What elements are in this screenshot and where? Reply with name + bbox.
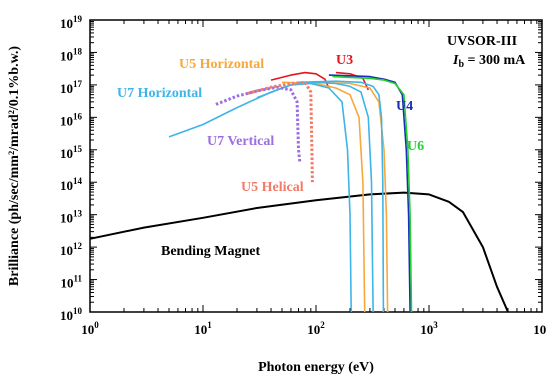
y-tick-label: 1016 [60, 111, 83, 128]
curve-labels: U5 Horizontal U3 U7 Horizontal U4 U7 Vertica… [117, 53, 424, 259]
curve-label-bending-magnet: Bending Magnet [161, 244, 261, 259]
series-line-u5-horizontal [315, 81, 389, 313]
series-line-bending-magnet [89, 191, 509, 313]
series-line-u7-vertical [215, 85, 302, 163]
x-tick-label: 103 [420, 320, 438, 337]
x-tick-label: 100 [81, 320, 99, 337]
curve-label-u7-horizontal: U7 Horizontal [117, 86, 202, 101]
curve-label-u6: U6 [407, 139, 424, 154]
y-tick-label: 1015 [60, 144, 83, 161]
y-tick-label: 1018 [60, 46, 83, 63]
y-tick-label: 1014 [60, 176, 83, 193]
y-tick-label: 1019 [60, 14, 83, 31]
beam-current-value: = 300 mA [464, 53, 526, 68]
beam-current-subscript: b [458, 59, 464, 70]
x-tick-label: 102 [307, 320, 325, 337]
curve-label-u5-horizontal: U5 Horizontal [179, 57, 264, 72]
curve-label-u4: U4 [396, 99, 413, 114]
series-group [89, 71, 509, 313]
beam-current-label: Ib = 300 mA [452, 53, 526, 70]
series-line-u7-horizontal [256, 81, 374, 313]
tick-labels: 100 101 102 103 104 1010 1011 1012 1013 1014 1015 1… [60, 14, 546, 337]
axis-ticks [89, 19, 543, 313]
curve-label-u5-helical: U5 Helical [241, 180, 304, 195]
y-tick-label: 1010 [60, 306, 83, 323]
y-tick-label: 1013 [60, 209, 83, 226]
facility-label: UVSOR-III [447, 34, 517, 49]
series-line-u3 [270, 71, 330, 89]
series-line-u7-horizontal [298, 80, 385, 313]
x-tick-label: 104 [533, 320, 546, 337]
curve-label-u3: U3 [336, 53, 353, 68]
y-tick-label: 1017 [60, 79, 83, 96]
x-tick-label: 101 [194, 320, 212, 337]
series-line-u7-horizontal [168, 82, 352, 313]
y-tick-label: 1012 [60, 241, 83, 258]
curve-label-u7-vertical: U7 Vertical [207, 134, 274, 149]
series-line-u5-helical [247, 80, 314, 183]
beam-current-symbol: I [452, 53, 459, 68]
series-line-u5-horizontal [281, 81, 366, 313]
y-axis-title: Brilliance (ph/sec/mm²/mrad²/0.1%b.w.) [7, 46, 22, 286]
x-axis-title: Photon energy (eV) [258, 360, 374, 375]
series-line-u6 [332, 75, 413, 313]
series-line-u4 [328, 74, 411, 313]
y-tick-label: 1011 [60, 274, 82, 291]
